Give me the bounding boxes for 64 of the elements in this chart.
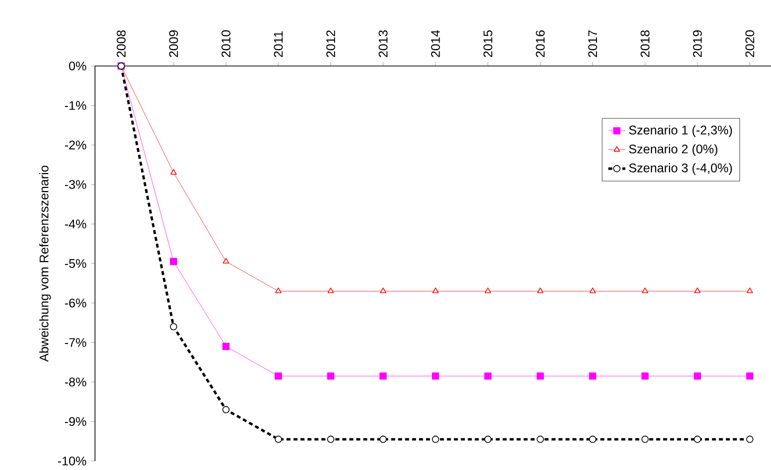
point (536, 372, 544, 380)
y-tick-label: -2% (64, 140, 86, 150)
point (432, 288, 439, 294)
point (694, 436, 702, 443)
point (484, 372, 492, 380)
x-tick-label: 2008 (116, 30, 126, 58)
point (170, 169, 177, 175)
point (484, 436, 492, 443)
legend-label: Szenario 1 (-2,3%) (629, 125, 732, 137)
y-axis-title: Abweichung vom Referenzszenario (39, 166, 51, 362)
point (746, 372, 754, 380)
y-tick-label: -7% (64, 338, 86, 347)
point (641, 372, 649, 380)
x-tick-label: 2009 (169, 30, 178, 58)
y-tick-label: 0% (69, 62, 86, 70)
y-tick-label: -10% (58, 456, 86, 466)
x-tick-label: 2012 (326, 30, 336, 58)
point (380, 288, 386, 294)
point (170, 258, 178, 266)
point (642, 288, 648, 294)
y-tick-label: -6% (64, 298, 86, 308)
y-tick-label: -1% (64, 101, 86, 110)
x-tick-label: 2014 (431, 30, 440, 58)
point (222, 258, 230, 264)
point (274, 372, 282, 380)
x-tick-label: 2010 (222, 30, 230, 58)
legend-label: Szenario 3 (-4,0%) (629, 163, 732, 175)
y-tick-label: -5% (64, 259, 86, 268)
x-tick-label: 2016 (536, 30, 545, 58)
x-tick-label: 2019 (693, 30, 702, 58)
point (432, 372, 440, 380)
x-tick-label: 2018 (640, 30, 650, 58)
x-tick-label: 2011 (274, 31, 283, 58)
point (589, 436, 596, 443)
point (275, 288, 282, 294)
point (694, 288, 701, 294)
x-tick-label: 2013 (378, 30, 388, 58)
y-tick-label: -4% (64, 220, 86, 228)
point (327, 372, 334, 380)
point (380, 372, 387, 380)
point (694, 372, 702, 380)
y-tick-label: -8% (64, 378, 86, 386)
point (327, 436, 334, 443)
point (170, 323, 178, 330)
point (274, 436, 282, 443)
point (536, 436, 544, 443)
point (484, 288, 492, 294)
point (328, 288, 334, 294)
point (746, 436, 754, 443)
point (380, 436, 387, 443)
y-tick-label: -9% (64, 417, 86, 426)
x-tick-label: 2020 (745, 30, 754, 58)
point (222, 342, 230, 350)
point (537, 288, 544, 294)
point (746, 288, 753, 294)
legend-label: Szenario 2 (0%) (629, 144, 718, 156)
y-tick-label: -3% (64, 180, 86, 189)
point (432, 436, 440, 443)
point (222, 406, 230, 414)
point (589, 288, 596, 294)
x-tick-label: 2017 (588, 30, 598, 58)
point (641, 436, 649, 443)
x-tick-label: 2015 (483, 30, 492, 58)
point (589, 372, 596, 380)
